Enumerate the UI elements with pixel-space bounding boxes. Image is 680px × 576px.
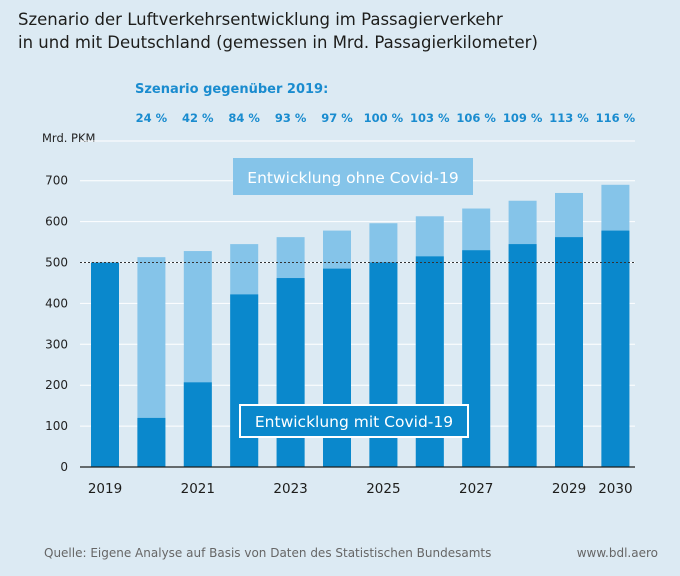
scenario-percent-label: 84 %: [228, 111, 260, 125]
scenario-percent-label: 113 %: [549, 111, 589, 125]
chart-title: Szenario der Luftverkehrsentwicklung im …: [18, 8, 658, 54]
legend-box-with-covid: [239, 404, 469, 438]
website-url: www.bdl.aero: [576, 546, 658, 560]
bar-with-covid: [601, 230, 630, 467]
bar-with-covid: [137, 417, 166, 467]
scenario-title: Szenario gegenüber 2019:: [135, 82, 329, 97]
y-tick-label: 100: [45, 419, 68, 433]
legend-label-without-covid: Entwicklung ohne Covid-19: [247, 169, 458, 187]
x-tick-label: 2021: [181, 481, 215, 497]
y-tick-label: 400: [45, 296, 68, 310]
scenario-percent-label: 93 %: [275, 111, 307, 125]
y-tick-label: 300: [45, 337, 68, 351]
source-note: Quelle: Eigene Analyse auf Basis von Dat…: [44, 546, 492, 560]
scenario-percent-label: 100 %: [364, 111, 404, 125]
x-tick-label: 2023: [273, 481, 307, 497]
bar-with-covid: [91, 262, 119, 467]
x-tick-label: 2029: [552, 481, 586, 497]
y-tick-label: 0: [60, 460, 68, 474]
y-tick-label: 200: [45, 378, 68, 392]
chart-title-line-1: Szenario der Luftverkehrsentwicklung im …: [18, 10, 503, 29]
scenario-percent-label: 106 %: [456, 111, 496, 125]
bar-with-covid: [276, 278, 305, 467]
chart-title-line-2: in und mit Deutschland (gemessen in Mrd.…: [18, 33, 538, 52]
y-tick-label: 600: [45, 215, 68, 229]
x-tick-label: 2025: [366, 481, 400, 497]
scenario-percent-label: 103 %: [410, 111, 450, 125]
scenario-percent-label: 24 %: [136, 111, 168, 125]
y-tick-label: 700: [45, 174, 68, 188]
y-tick-label: 500: [45, 256, 68, 270]
scenario-percent-label: 42 %: [182, 111, 214, 125]
legend-label-with-covid: Entwicklung mit Covid-19: [255, 413, 453, 431]
x-tick-label: 2030: [598, 481, 632, 497]
x-tick-label: 2027: [459, 481, 493, 497]
bar-with-covid: [183, 382, 212, 467]
bar-with-covid: [230, 294, 259, 467]
bar-with-covid: [508, 244, 537, 467]
scenario-percent-label: 97 %: [321, 111, 353, 125]
bar-chart: 0 100 200 300 400 500 600 700 2019 2021 2023 2025 20…: [45, 111, 636, 497]
scenario-percent-label: 109 %: [503, 111, 543, 125]
legend-box-without-covid: [233, 158, 473, 195]
scenario-percent-label: 116 %: [596, 111, 636, 125]
x-tick-label: 2019: [88, 481, 122, 497]
bar-with-covid: [555, 237, 583, 467]
